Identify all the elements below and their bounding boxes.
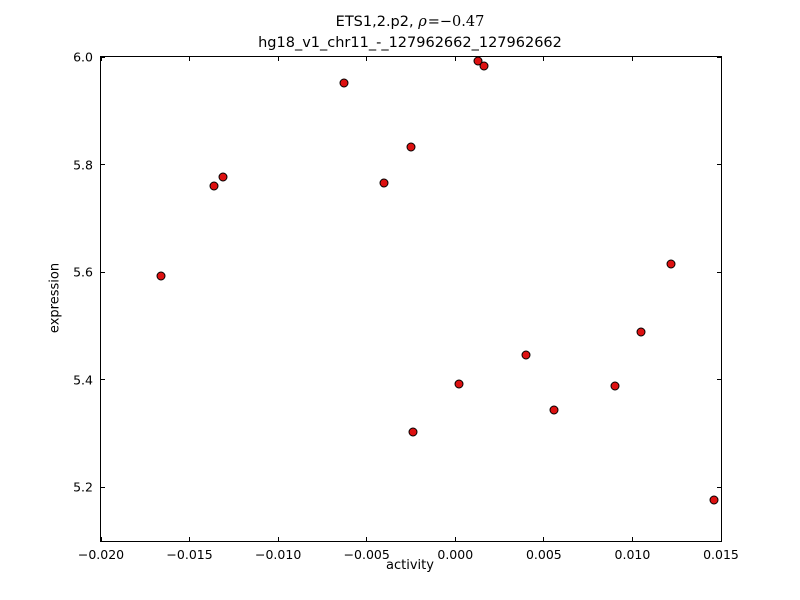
y-tick-label: 5.2 <box>73 479 93 495</box>
x-tick-mark <box>720 537 722 541</box>
data-point <box>636 327 646 337</box>
x-tick-mark-top <box>454 57 456 61</box>
rho-value: =−0.47 <box>427 14 485 30</box>
x-tick-mark-top <box>100 57 102 61</box>
data-point <box>156 271 166 281</box>
x-tick-mark <box>189 537 191 541</box>
plot-area: −0.020 −0.015 −0.010 −0.005 0.000 0.005 0.010 0… <box>73 50 739 563</box>
x-tick-label: −0.015 <box>166 547 213 562</box>
y-tick-label: 5.4 <box>73 372 93 388</box>
y-tick-mark <box>101 164 105 166</box>
chart-title: ETS1,2.p2, ρ=−0.47 hg18_v1_chr11_-_12796… <box>100 12 720 54</box>
x-tick-label: −0.020 <box>77 547 125 562</box>
x-tick-label: 0.000 <box>437 547 474 562</box>
data-point <box>454 379 464 389</box>
y-tick-mark-right <box>717 271 721 273</box>
data-point <box>666 259 676 268</box>
y-tick-mark <box>101 56 105 58</box>
rho-symbol: ρ <box>418 14 427 30</box>
data-point <box>610 381 620 391</box>
data-point <box>709 495 719 505</box>
y-tick-mark <box>101 486 105 488</box>
chart-title-line2: hg18_v1_chr11_-_127962662_127962662 <box>258 35 562 51</box>
data-point <box>218 172 228 182</box>
x-tick-label: −0.005 <box>343 547 390 562</box>
data-point <box>339 78 349 88</box>
data-point <box>379 178 389 188</box>
x-axis-label: activity <box>386 558 434 573</box>
x-tick-label: −0.010 <box>255 547 302 562</box>
y-tick-label: 5.8 <box>73 157 93 173</box>
x-tick-mark-top <box>189 57 191 61</box>
x-tick-mark <box>631 537 633 541</box>
y-axis-label: expression <box>47 262 63 334</box>
data-point <box>521 350 531 360</box>
x-tick-mark <box>366 537 368 541</box>
x-tick-label: 0.005 <box>525 547 562 562</box>
x-tick-mark-top <box>543 57 545 61</box>
y-tick-label: 5.6 <box>73 264 93 280</box>
y-tick-mark <box>101 379 105 381</box>
y-tick-mark-right <box>717 164 721 166</box>
data-point <box>408 427 418 437</box>
y-tick-mark <box>101 271 105 273</box>
y-tick-mark-right <box>717 56 721 58</box>
y-tick-label: 6.0 <box>73 49 93 65</box>
x-tick-mark <box>277 537 279 541</box>
x-tick-label: 0.015 <box>703 547 739 562</box>
title-text: ETS1,2.p2, <box>335 14 419 30</box>
data-point <box>209 181 219 191</box>
y-tick-mark-right <box>717 486 721 488</box>
x-tick-mark-top <box>366 57 368 61</box>
x-tick-mark-top <box>631 57 633 61</box>
x-tick-label: 0.010 <box>614 547 651 562</box>
data-point <box>406 142 416 152</box>
x-tick-mark <box>100 537 102 541</box>
chart-title-line1: ETS1,2.p2, ρ=−0.47 <box>100 12 720 33</box>
x-tick-mark-top <box>277 57 279 61</box>
x-tick-mark <box>543 537 545 541</box>
y-tick-mark-right <box>717 379 721 381</box>
x-tick-mark-top <box>720 57 722 61</box>
x-tick-mark <box>454 537 456 541</box>
data-point <box>479 61 489 71</box>
data-point <box>549 405 559 415</box>
